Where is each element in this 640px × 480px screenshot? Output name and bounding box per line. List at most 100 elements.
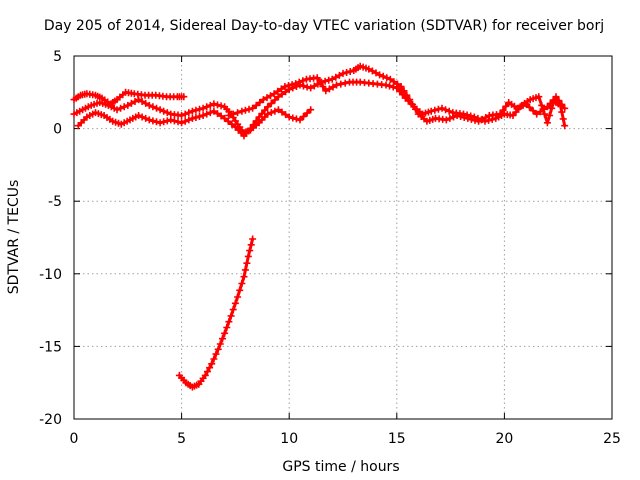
plot-border [73,55,613,420]
data-point [229,110,237,118]
data-point [225,112,233,119]
data-point [346,68,354,75]
data-point [313,74,321,82]
data-point [199,104,207,112]
data-point [529,107,537,115]
data-point [289,114,297,122]
data-point [559,115,567,123]
series-line [177,237,255,389]
data-point [343,69,351,76]
data-point [368,67,376,75]
series-line [76,64,567,138]
data-point [386,75,394,83]
data-point [256,99,264,106]
data-point [228,120,236,128]
data-point [561,122,569,130]
x-tick-label: 0 [70,431,79,447]
data-point [153,118,160,126]
data-point [299,77,307,85]
data-point [229,306,237,314]
data-point [236,286,244,294]
data-point [208,360,216,368]
data-point [252,101,260,109]
data-point [163,117,171,125]
x-tick-label: 15 [388,431,406,447]
data-point [160,107,168,115]
data-point [131,98,139,105]
data-point [180,93,188,101]
data-point [267,92,274,100]
data-point [526,103,533,111]
data-point [214,101,221,109]
x-tick-label: 5 [177,431,186,447]
x-axis-label: GPS time / hours [282,459,399,475]
data-point [227,312,235,320]
data-point [216,340,224,348]
data-point [335,71,343,79]
data-point [156,106,164,114]
data-point [477,116,485,124]
data-point [431,106,439,114]
data-point [234,109,242,117]
data-point [434,105,442,113]
data-point [271,96,279,104]
data-point [203,368,211,376]
chart-title: Day 205 of 2014, Sidereal Day-to-day VTE… [44,18,604,34]
axis-ticks: 0 5 10 15 20 25 5 0 -5 -10 -15 -20 [39,49,621,447]
data-point [203,103,211,111]
data-point [442,106,450,114]
x-tick-label: 20 [495,431,513,447]
data-point [303,83,311,91]
data-point [199,112,207,119]
data-point [244,252,252,260]
data-point [365,65,373,73]
data-point [382,81,390,89]
data-point [274,87,282,95]
data-point [502,102,510,110]
data-point [438,104,446,112]
data-point [241,266,249,274]
data-point [210,355,218,363]
data-point [246,247,254,255]
data-point [467,112,475,120]
data-point [292,115,300,123]
data-point [538,101,546,109]
data-point [446,114,454,122]
data-point [238,280,246,287]
data-point [145,116,153,124]
data-point [267,109,275,117]
data-point [337,80,345,88]
data-point [113,106,121,114]
data-point [160,118,168,126]
data-point [300,113,307,120]
data-point [163,109,171,117]
data-point [124,101,132,109]
data-point [397,83,405,90]
y-tick-label: 5 [53,49,62,65]
data-point [188,114,196,122]
data-point [234,293,242,301]
data-point [214,110,221,118]
data-point [142,114,150,122]
data-point [379,72,387,80]
data-point [376,71,384,79]
data-point [556,101,564,109]
data-point [241,106,249,114]
data-point [548,104,556,112]
data-point [210,100,218,108]
series-track-c [74,62,569,140]
data-point [310,82,318,90]
data-point [135,112,143,119]
data-point [481,117,489,125]
data-point [217,102,225,110]
data-point [333,81,340,89]
data-point [188,107,196,115]
data-point [383,74,391,82]
data-point [339,69,347,77]
data-point [488,115,496,123]
data-point [201,371,209,379]
data-point [386,82,394,90]
y-axis-label: SDTVAR / TECUs [6,180,22,295]
data-point [389,83,397,91]
